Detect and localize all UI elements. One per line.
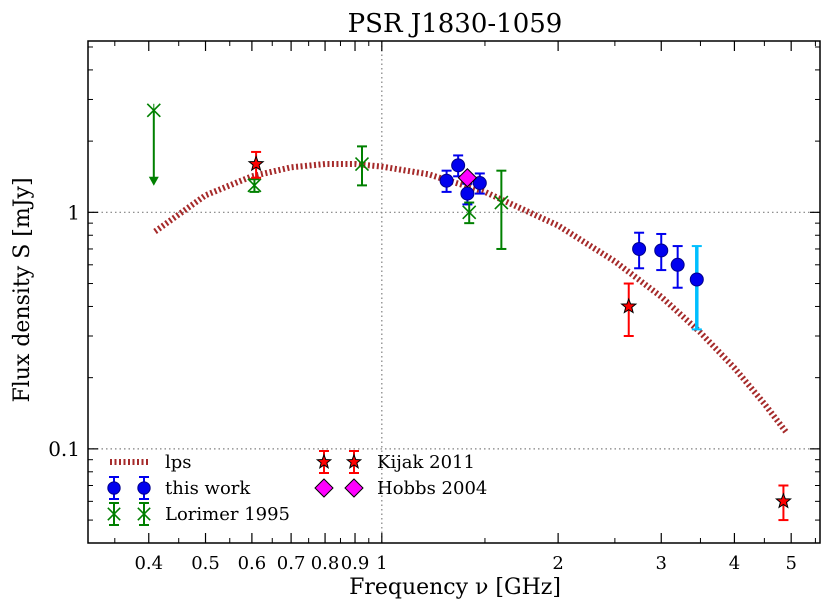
x-tick-label: 3	[656, 553, 667, 574]
x-tick-label: 5	[785, 553, 796, 574]
point-marker	[670, 257, 685, 272]
series-kijak-2011	[247, 150, 792, 522]
x-tick-label: 0.8	[311, 553, 340, 574]
point-marker	[774, 492, 792, 509]
x-tick-label: 0.4	[134, 553, 163, 574]
point-marker	[247, 178, 262, 193]
point-marker	[451, 158, 466, 173]
point-marker	[345, 453, 363, 469]
legend: lps this work Lorimer 1995 Kijak 2011 Hobbs …	[107, 450, 487, 526]
point-marker	[654, 243, 669, 258]
series-this-work	[439, 154, 704, 331]
point-marker	[107, 481, 121, 495]
y-tick-label: 1	[67, 200, 80, 224]
legend-label: Hobbs 2004	[377, 478, 487, 499]
point-marker	[494, 195, 509, 210]
point-marker	[439, 173, 454, 188]
point-marker	[344, 478, 364, 498]
legend-item: this work	[107, 476, 251, 500]
axes: 0.4 0.5 0.6 0.7 0.8 0.9 1 2 3 4 5 0.1 1	[48, 40, 821, 574]
series-lorimer-1995	[146, 103, 509, 250]
point-marker	[632, 241, 647, 256]
point-marker	[354, 156, 370, 172]
legend-label: lps	[165, 452, 192, 473]
legend-label: Lorimer 1995	[165, 504, 290, 525]
point-marker	[314, 478, 334, 498]
point-marker	[457, 168, 478, 188]
x-tick-label: 2	[552, 553, 563, 574]
point-marker	[107, 507, 121, 521]
legend-label: Kijak 2011	[377, 452, 475, 473]
x-tick-label: 0.7	[277, 553, 306, 574]
x-tick-label: 0.9	[341, 553, 370, 574]
point-marker	[689, 272, 704, 287]
chart-title: PSR J1830-1059	[348, 9, 563, 39]
y-axis-label: Flux density S [mJy]	[10, 177, 35, 402]
series-hobbs-2004	[457, 168, 478, 188]
x-tick-label: 0.5	[191, 553, 220, 574]
point-marker	[472, 176, 487, 191]
x-axis-label: Frequency ν [GHz]	[349, 575, 561, 600]
point-marker	[146, 103, 161, 118]
fit-curve	[153, 161, 789, 434]
point-marker	[137, 481, 151, 495]
point-marker	[462, 205, 477, 220]
x-tick-label: 0.6	[238, 553, 267, 574]
legend-item: lps	[110, 452, 192, 473]
fit-curve-line	[153, 161, 789, 434]
x-tick-label: 4	[729, 553, 740, 574]
point-marker	[137, 507, 151, 521]
legend-item: Lorimer 1995	[107, 502, 290, 526]
y-tick-label: 0.1	[48, 437, 80, 461]
point-marker	[460, 186, 475, 201]
point-marker	[315, 453, 333, 469]
data-points	[146, 103, 792, 522]
plot-frame	[87, 40, 821, 544]
arrow-head	[148, 176, 159, 186]
reference-lines	[88, 41, 820, 543]
legend-item: Hobbs 2004	[314, 478, 487, 499]
legend-item: Kijak 2011	[315, 450, 475, 474]
point-marker	[247, 155, 265, 172]
legend-label: this work	[165, 478, 251, 499]
x-tick-label: 1	[376, 553, 387, 574]
point-marker	[620, 297, 638, 314]
